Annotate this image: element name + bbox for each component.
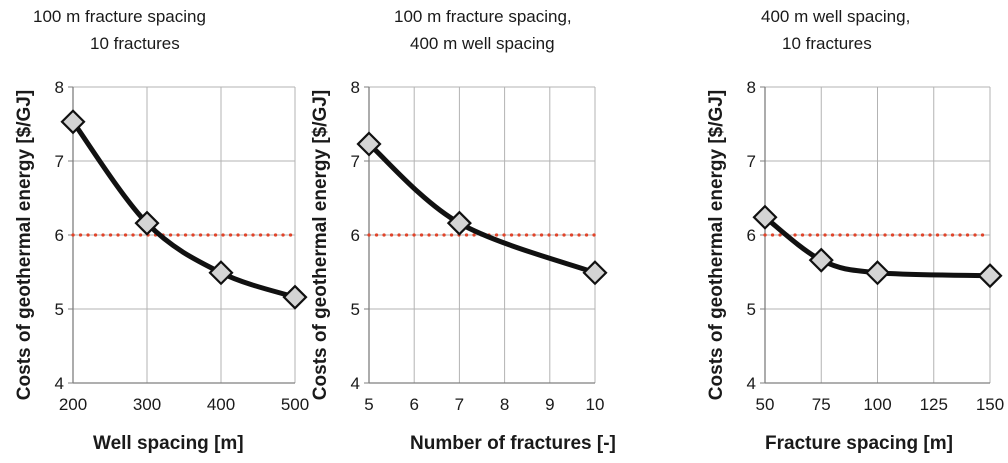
y-tick-label: 8	[351, 78, 360, 97]
x-axis-label: Fracture spacing [m]	[765, 433, 953, 454]
y-tick-label: 4	[747, 374, 756, 393]
y-tick-label: 7	[55, 152, 64, 171]
y-tick-label: 6	[747, 226, 756, 245]
x-tick-label: 9	[545, 395, 554, 414]
y-tick-label: 6	[351, 226, 360, 245]
x-tick-label: 50	[756, 395, 775, 414]
x-tick-label: 6	[409, 395, 418, 414]
data-point-marker	[864, 260, 891, 286]
x-tick-label: 125	[920, 395, 948, 414]
data-series-line	[763, 215, 991, 279]
y-tick-label: 5	[747, 300, 756, 319]
x-tick-label: 100	[863, 395, 891, 414]
chart-panel-3: 400 m well spacing, 10 fractures 50 75 100…	[672, 0, 1008, 463]
x-tick-label: 10	[586, 395, 605, 414]
data-point-marker	[282, 284, 308, 310]
x-tick-label: 5	[364, 395, 373, 414]
data-point-marker	[808, 247, 834, 273]
x-axis-label: Number of fractures [-]	[410, 433, 616, 454]
chart-title-line-1: 400 m well spacing,	[761, 7, 911, 26]
y-tick-label: 7	[351, 152, 360, 171]
chart-plot-1: 200 300 400 500 4 5 6 7 8 Costs of geothermal ene…	[14, 78, 309, 414]
x-tick-label: 8	[500, 395, 509, 414]
data-point-marker	[582, 260, 608, 286]
data-series-line	[367, 142, 596, 276]
data-point-marker	[60, 109, 86, 135]
y-tick-label: 4	[351, 374, 360, 393]
data-point-marker	[134, 210, 160, 236]
x-tick-label: 200	[59, 395, 87, 414]
chart-title-line-2: 10 fractures	[90, 34, 180, 53]
y-tick-label: 7	[747, 152, 756, 171]
chart-title-line-2: 400 m well spacing	[410, 34, 555, 53]
y-tick-label: 8	[747, 78, 756, 97]
x-tick-label: 300	[133, 395, 161, 414]
x-tick-label: 150	[976, 395, 1004, 414]
chart-panel-1: 100 m fracture spacing 10 fractures 200 3…	[0, 0, 336, 463]
y-tick-label: 5	[55, 300, 64, 319]
chart-title-line-2: 10 fractures	[782, 34, 872, 53]
data-series-line	[70, 120, 296, 300]
y-axis-label: Costs of geothermal energy [$/GJ]	[310, 90, 331, 400]
y-tick-label: 6	[55, 226, 64, 245]
x-tick-label: 400	[207, 395, 235, 414]
chart-panel-2: 100 m fracture spacing, 400 m well spaci…	[310, 0, 672, 463]
chart-plot-3: 50 75 100 125 150 4 5 6 7 8 Costs of geothermal en…	[706, 78, 1004, 414]
y-axis-label: Costs of geothermal energy [$/GJ]	[14, 90, 35, 400]
data-point-marker	[752, 204, 778, 230]
y-tick-label: 4	[55, 374, 64, 393]
data-point-marker	[356, 131, 382, 157]
chart-title-line-1: 100 m fracture spacing	[33, 7, 206, 26]
x-tick-label: 500	[281, 395, 309, 414]
y-tick-label: 5	[351, 300, 360, 319]
data-point-marker	[208, 260, 234, 286]
y-axis-label: Costs of geothermal energy [$/GJ]	[706, 90, 727, 400]
x-axis-label: Well spacing [m]	[93, 433, 244, 454]
x-tick-label: 7	[455, 395, 464, 414]
chart-title-line-1: 100 m fracture spacing,	[394, 7, 572, 26]
y-tick-label: 8	[55, 78, 64, 97]
data-point-marker	[446, 210, 472, 236]
data-point-marker	[977, 263, 1003, 289]
x-tick-label: 75	[812, 395, 831, 414]
